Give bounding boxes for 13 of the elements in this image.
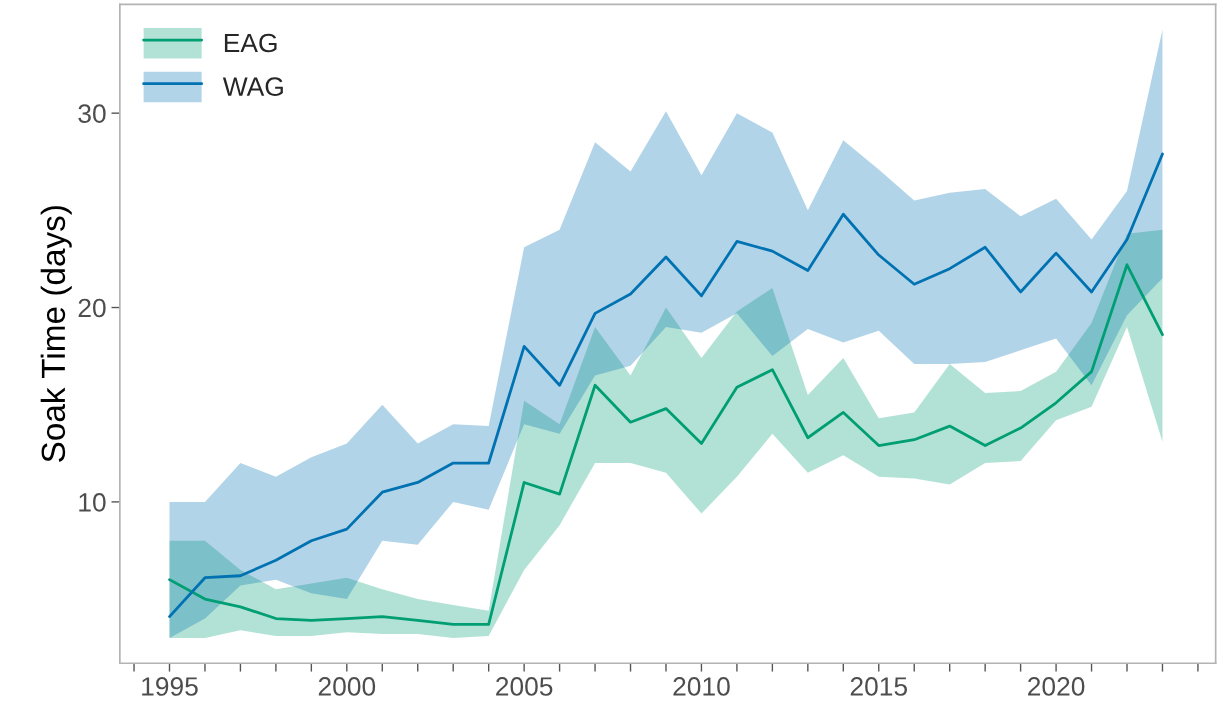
- x-tick-label: 2000: [318, 677, 376, 696]
- line-series: [168, 152, 1164, 618]
- y-axis-title: Soak Time (days): [40, 206, 72, 462]
- x-tick-label: 1995: [142, 677, 198, 696]
- y-tick-label: 20: [78, 298, 106, 318]
- x-tick-label: 2015: [850, 677, 908, 696]
- x-tick-label: 2010: [673, 677, 730, 696]
- x-tick-label: 2020: [1028, 677, 1085, 696]
- y-tick-label: 10: [79, 493, 106, 512]
- legend-label: WAG: [222, 77, 283, 96]
- y-tick-label: 30: [78, 104, 106, 123]
- legend-label: EAG: [224, 33, 277, 53]
- x-tick-label: 2005: [496, 677, 553, 696]
